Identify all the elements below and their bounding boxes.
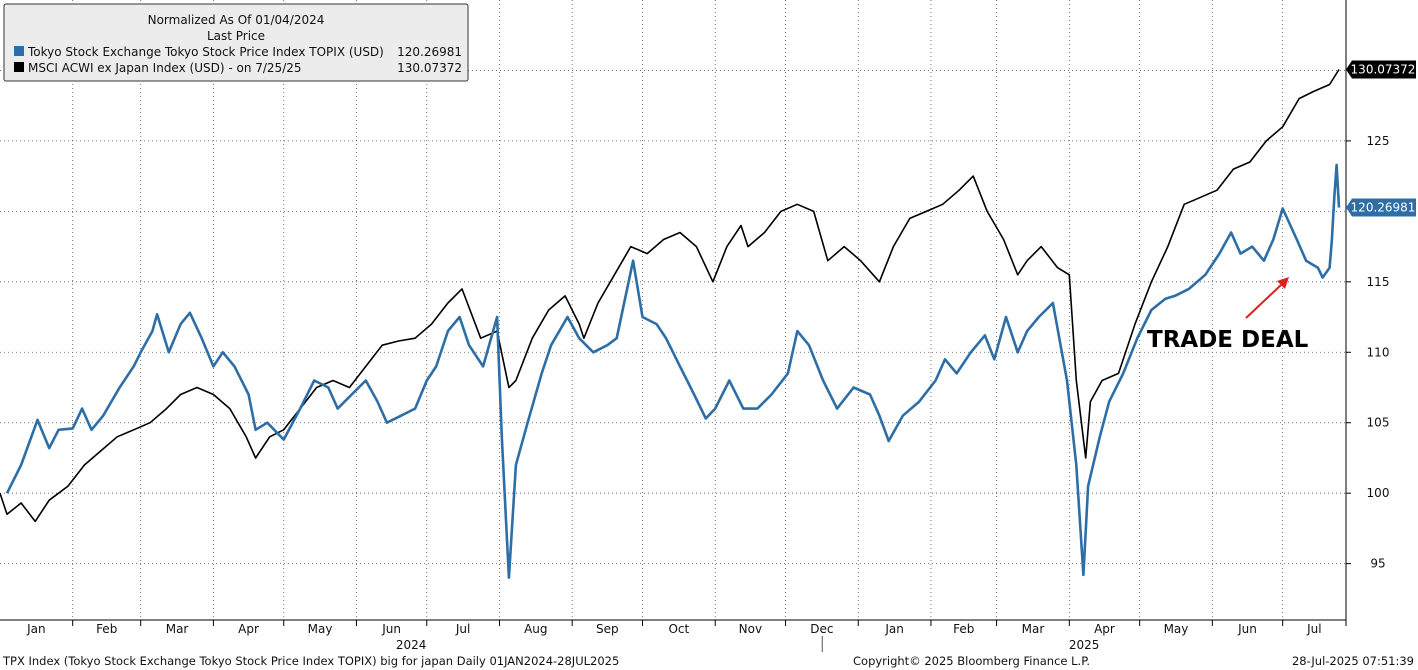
legend-value-msci: 130.07372 [397,61,462,75]
trade-deal-annotation: TRADE DEAL [1147,277,1309,353]
legend-value-topix: 120.26981 [397,45,462,59]
last-value-badge-label: 130.07372 [1351,62,1416,76]
legend-subtitle: Last Price [207,29,265,43]
year-label: 2025 [1069,638,1100,652]
x-tick-label: Jan [884,622,904,636]
y-axis: 95 100 105 110 115 125 [1346,134,1389,571]
legend-title: Normalized As Of 01/04/2024 [148,13,325,27]
x-tick-label: Oct [668,622,689,636]
x-tick-label: Nov [739,622,762,636]
trade-deal-arrowhead [1277,277,1289,289]
x-tick-label: Feb [953,622,974,636]
legend-label-topix: Tokyo Stock Exchange Tokyo Stock Price I… [27,45,384,59]
last-value-badge [1346,60,1416,79]
x-tick-label: Apr [238,622,259,636]
series-line [0,69,1340,523]
footer: TPX Index (Tokyo Stock Exchange Tokyo St… [2,654,1414,668]
trade-deal-arrow [1245,283,1283,319]
legend-swatch-topix [14,46,24,56]
x-tick-label: Mar [1022,622,1045,636]
x-tick-label: Apr [1094,622,1115,636]
x-tick-label: Dec [810,622,833,636]
y-tick-label: 125 [1367,134,1390,148]
x-tick-label: Feb [96,622,117,636]
x-tick-label: May [1164,622,1189,636]
series-line [5,163,1341,579]
footer-left: TPX Index (Tokyo Stock Exchange Tokyo St… [2,654,619,668]
y-tick-label: 95 [1370,557,1385,571]
legend-box [3,3,469,82]
trade-deal-label: TRADE DEAL [1147,327,1309,353]
x-tick-label: Mar [166,622,189,636]
footer-right: 28-Jul-2025 07:51:39 [1292,654,1414,668]
x-tick-label: Sep [596,622,619,636]
y-tick-label: 115 [1367,275,1390,289]
last-value-badge [1346,198,1416,217]
last-value-badge-label: 120.26981 [1351,201,1416,215]
plot-background [0,0,1346,620]
legend-swatch-msci [14,62,24,72]
x-tick-label: Jun [381,622,401,636]
y-tick-label: 110 [1367,345,1390,359]
x-tick-label: Jun [1237,622,1257,636]
x-tick-label: Aug [524,622,547,636]
legend-label-msci: MSCI ACWI ex Japan Index (USD) - on 7/25… [28,61,302,75]
series-lines [0,69,1341,579]
x-axis: Jan Feb Mar Apr May Jun Jul Aug Sep Oct Nov Dec Jan F… [26,620,1347,652]
x-tick-label: May [308,622,333,636]
last-value-badges: 120.26981 130.07372 [1346,60,1416,217]
y-tick-label: 105 [1367,416,1390,430]
x-tick-label: Jul [1306,622,1321,636]
x-tick-label: Jan [26,622,46,636]
year-label: 2024 [396,638,427,652]
legend: Normalized As Of 01/04/2024 Last Price T… [3,3,469,82]
y-tick-label: 100 [1367,486,1390,500]
footer-center: Copyright© 2025 Bloomberg Finance L.P. [853,654,1090,668]
x-tick-label: Jul [455,622,470,636]
